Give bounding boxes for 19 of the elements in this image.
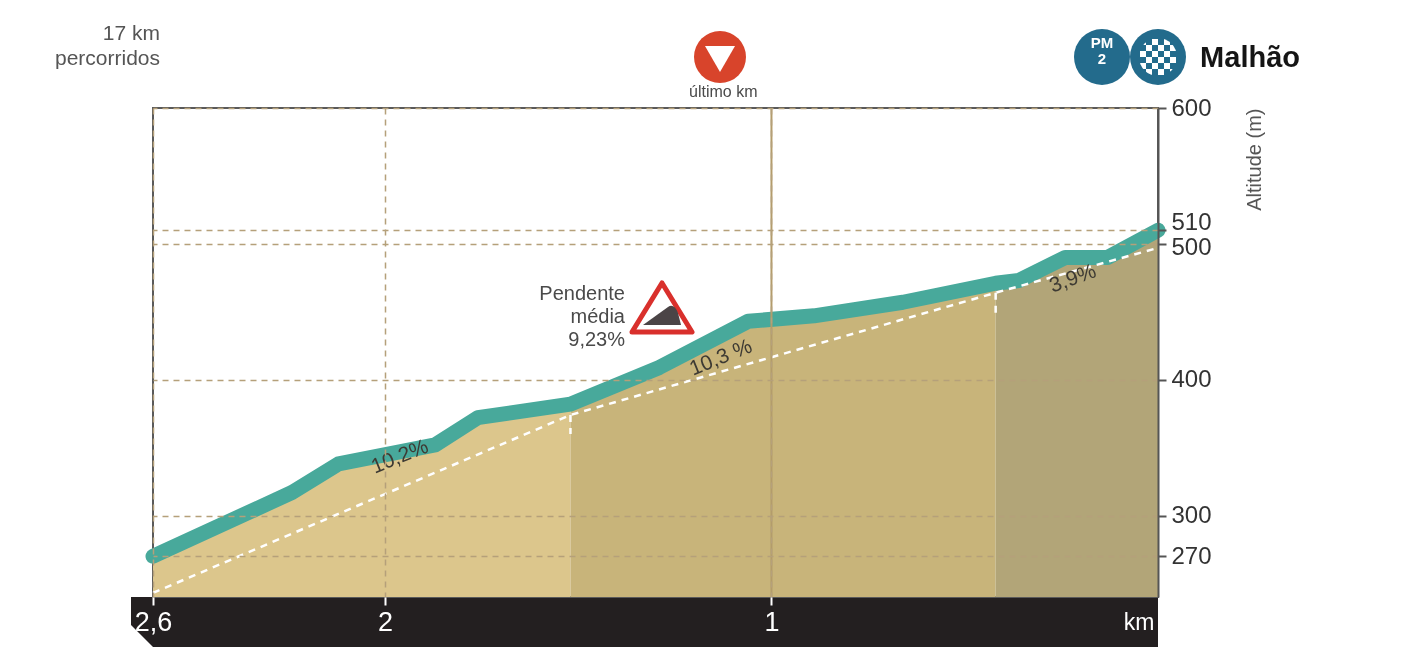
text: 17 km percorridos — [54, 21, 160, 69]
x-axis-title: km — [1123, 608, 1155, 635]
annotation: 3,9% — [1046, 258, 1099, 297]
y2-tick-label: 500 — [1171, 233, 1212, 261]
text: PM 2 — [1090, 34, 1114, 67]
ref-line-label: último km — [689, 83, 758, 100]
text: Malhão — [1200, 41, 1300, 73]
y2-axis-title: Altitude (m) — [1242, 108, 1265, 211]
y2-tick-label: 270 — [1171, 541, 1212, 569]
y2-tick-label: 400 — [1171, 365, 1212, 393]
x-tick-label: 1 — [764, 606, 780, 637]
y2-tick-label: 600 — [1171, 93, 1212, 121]
annotation: Pendente média 9,23% — [539, 282, 626, 350]
annotation: 10,3 % — [685, 333, 756, 380]
x-tick-label: 2,6 — [134, 606, 173, 637]
annotation: 10,2% — [367, 433, 432, 478]
y2-tick-label: 300 — [1171, 501, 1212, 528]
x-tick-label: 2 — [377, 606, 393, 637]
y2-tick-label: 510 — [1171, 207, 1212, 235]
